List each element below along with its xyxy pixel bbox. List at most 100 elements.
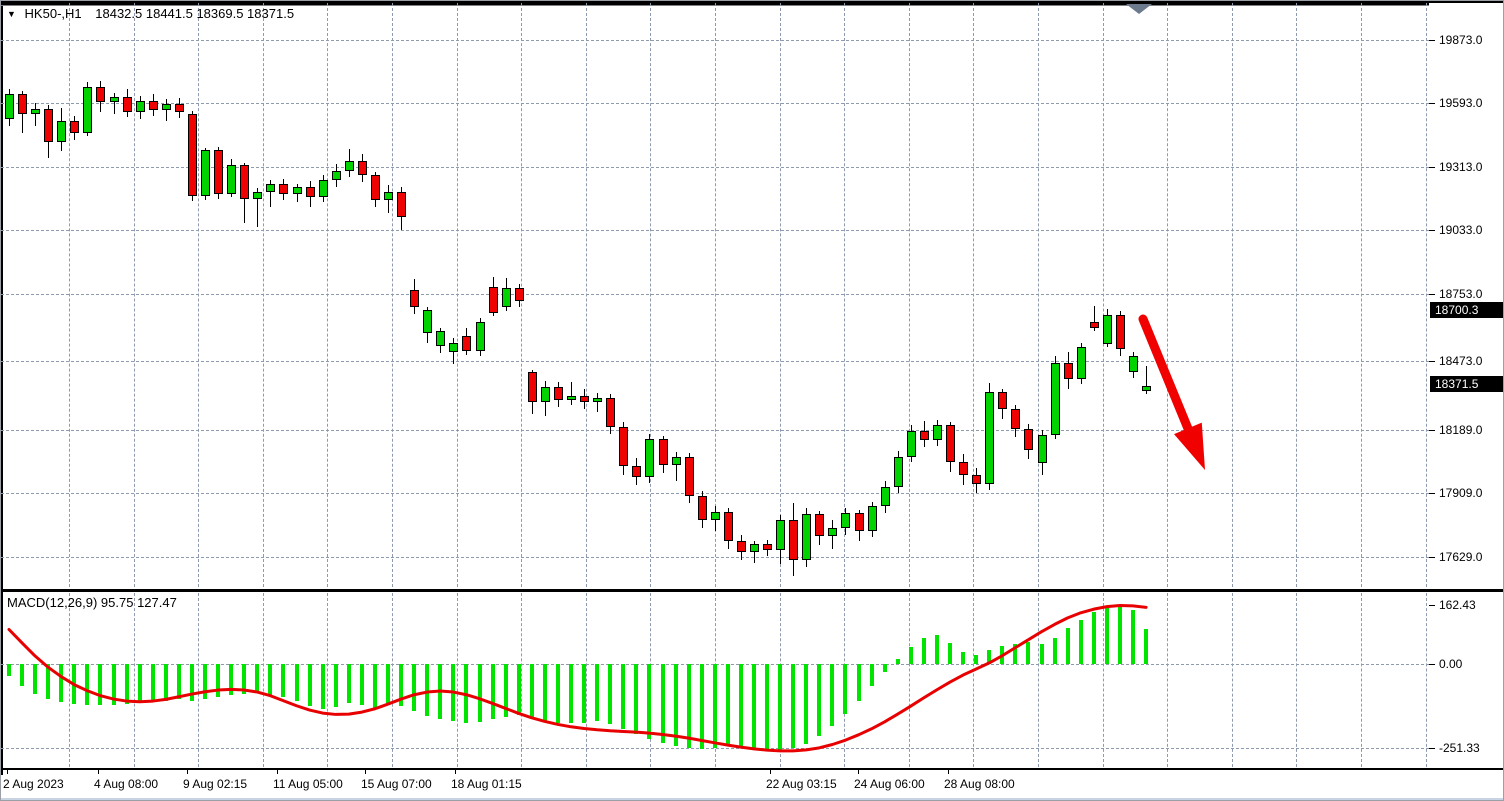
price-axis-label: 18753.0: [1439, 287, 1483, 301]
candle-wick: [1093, 305, 1095, 331]
macd-histogram-bar: [765, 664, 770, 751]
candle-wick: [113, 92, 115, 115]
candle-bearish: [998, 392, 1008, 410]
grid-vline: [1425, 3, 1427, 587]
candle-bullish: [227, 165, 237, 194]
panel-separator: [1, 589, 1503, 592]
candle-bearish: [815, 514, 825, 537]
macd-histogram-bar: [464, 664, 469, 723]
macd-histogram-bar: [229, 664, 234, 696]
candle-wick: [165, 99, 167, 122]
macd-histogram-bar: [163, 664, 168, 701]
grid-vline: [650, 3, 652, 587]
candle-bullish: [318, 180, 328, 198]
macd-histogram-bar: [843, 664, 848, 715]
time-axis-label: 24 Aug 06:00: [854, 777, 925, 791]
macd-histogram-bar: [412, 664, 417, 711]
candle-bearish: [959, 462, 969, 476]
time-axis-label: 9 Aug 02:15: [183, 777, 248, 791]
candle-bullish: [475, 321, 485, 351]
candle-bearish: [1089, 321, 1099, 328]
macd-histogram-bar: [621, 664, 626, 729]
candle-bearish: [187, 114, 197, 197]
candle-bearish: [44, 108, 54, 143]
symbol-dropdown-icon[interactable]: ▼: [7, 9, 16, 19]
price-tick: [1429, 103, 1435, 104]
macd-histogram-bar: [856, 664, 861, 701]
candle-bullish: [567, 395, 576, 401]
candle-bullish: [841, 513, 851, 528]
grid-vline: [198, 593, 200, 767]
candle-bearish: [488, 287, 498, 313]
time-tick: [277, 770, 278, 774]
price-tick: [1429, 361, 1435, 362]
level-price-tag: 18700.3: [1430, 302, 1503, 318]
time-tick: [98, 770, 99, 774]
time-axis-label: 15 Aug 07:00: [361, 777, 432, 791]
macd-histogram-bar: [255, 664, 260, 694]
candle-bullish: [593, 397, 603, 403]
price-axis-label: 17909.0: [1439, 486, 1483, 500]
macd-histogram-bar: [804, 664, 809, 745]
macd-tick: [1429, 664, 1435, 665]
macd-axis-label: -251.33: [1439, 741, 1480, 755]
macd-histogram-bar: [111, 664, 116, 706]
grid-vline: [908, 593, 910, 767]
candle-bearish: [1024, 428, 1034, 450]
macd-histogram-bar: [869, 664, 874, 686]
macd-histogram-bar: [686, 664, 691, 749]
candle-bearish: [214, 150, 224, 194]
candle-bearish: [122, 97, 132, 113]
price-tick: [1429, 230, 1435, 231]
macd-histogram-bar: [555, 664, 560, 723]
macd-histogram-bar: [242, 664, 247, 695]
candle-bearish: [946, 425, 956, 463]
grid-hline: [1, 230, 1429, 231]
grid-vline: [327, 593, 329, 767]
grid-vline: [1102, 3, 1104, 587]
grid-vline: [69, 593, 70, 767]
candle-bullish: [1102, 314, 1112, 344]
top-border: [1, 1, 1503, 3]
macd-histogram-bar: [477, 664, 482, 722]
macd-axis-label: 162.43: [1439, 598, 1476, 612]
candle-bullish: [344, 160, 354, 171]
candle-bearish: [658, 439, 668, 465]
candle-bearish: [580, 395, 590, 403]
price-tick: [1429, 40, 1435, 41]
macd-histogram-bar: [660, 664, 665, 744]
candle-bearish: [174, 104, 184, 113]
macd-histogram-bar: [203, 664, 208, 700]
candle-bullish: [109, 97, 119, 102]
grid-hline: [1, 103, 1429, 104]
candle-bullish: [449, 342, 459, 352]
price-axis-label: 19033.0: [1439, 223, 1483, 237]
candle-bearish: [240, 165, 250, 199]
candle-bearish: [919, 431, 929, 441]
price-tick: [1429, 493, 1435, 494]
candle-bullish: [540, 387, 550, 403]
candle-bullish: [31, 108, 41, 115]
macd-histogram-bar: [1117, 605, 1122, 664]
macd-histogram-bar: [1078, 619, 1083, 664]
macd-histogram-bar: [738, 664, 743, 749]
macd-histogram-bar: [503, 664, 508, 717]
grid-hline: [1, 40, 1429, 41]
grid-vline: [1038, 3, 1039, 587]
grid-vline: [456, 3, 458, 587]
grid-vline: [1102, 593, 1104, 767]
candle-bearish: [1011, 409, 1021, 429]
macd-histogram-bar: [1104, 607, 1109, 664]
grid-vline: [456, 593, 458, 767]
candle-bullish: [253, 191, 263, 199]
candle-bearish: [279, 183, 289, 194]
price-tick: [1429, 557, 1435, 558]
candle-bullish: [880, 486, 890, 507]
candle-bearish: [70, 121, 80, 133]
grid-vline: [973, 593, 975, 767]
candle-bearish: [18, 93, 28, 115]
grid-vline: [779, 3, 781, 587]
macd-histogram-bar: [647, 664, 652, 740]
candle-bullish: [749, 544, 759, 553]
